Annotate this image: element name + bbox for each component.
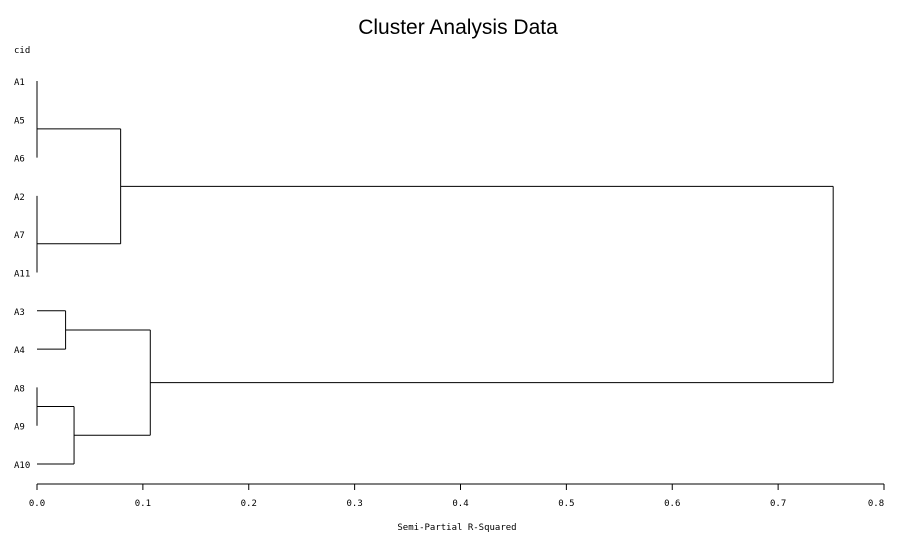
dendrogram-links	[36, 81, 834, 465]
x-tick-label-5: 0.5	[558, 499, 574, 509]
chart-title: Cluster Analysis Data	[358, 16, 558, 39]
leaf-label-a4: A4	[14, 346, 25, 356]
x-tick-label-6: 0.6	[664, 499, 680, 509]
x-tick-label-0: 0.0	[29, 499, 45, 509]
leaf-label-a9: A9	[14, 423, 25, 433]
leaf-labels: A1 A5 A6 A2 A7 A11 A3 A4 A8 A9 A10	[14, 78, 30, 471]
x-tick-label-8: 0.8	[868, 499, 884, 509]
x-tick-label-2: 0.2	[241, 499, 257, 509]
x-tick-label-3: 0.3	[346, 499, 362, 509]
leaf-label-a3: A3	[14, 308, 25, 318]
leaf-label-a7: A7	[14, 231, 25, 241]
x-tick-label-7: 0.7	[770, 499, 786, 509]
x-tick-label-4: 0.4	[452, 499, 468, 509]
x-axis-ticks: 0.0 0.1 0.2 0.3 0.4 0.5 0.6 0.7 0.8	[29, 484, 885, 509]
leaf-label-a8: A8	[14, 384, 25, 394]
leaf-label-a1: A1	[14, 78, 25, 88]
leaf-label-a2: A2	[14, 193, 25, 203]
leaf-label-a6: A6	[14, 155, 25, 165]
x-axis-label: Semi-Partial R-Squared	[397, 523, 516, 533]
y-axis-label: cid	[14, 46, 30, 56]
x-tick-label-1: 0.1	[135, 499, 151, 509]
leaf-label-a5: A5	[14, 116, 25, 126]
leaf-label-a10: A10	[14, 461, 30, 471]
leaf-label-a11: A11	[14, 270, 30, 280]
